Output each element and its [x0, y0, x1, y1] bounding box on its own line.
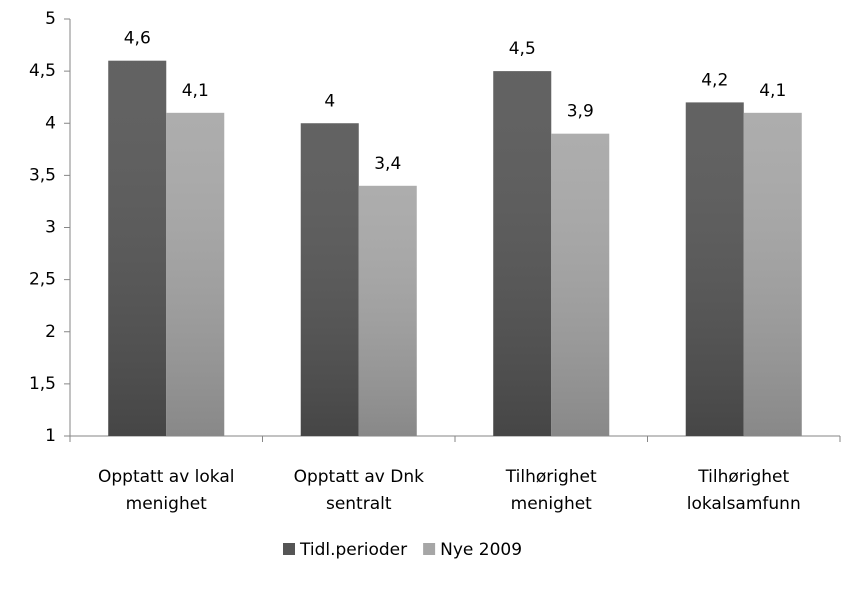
data-label: 4,6 — [124, 29, 151, 49]
y-tick-label: 2,5 — [29, 270, 56, 290]
x-tick-label: menighet — [126, 494, 208, 514]
y-tick-label: 4,5 — [29, 61, 56, 81]
bar-shade — [551, 133, 610, 437]
y-tick-label: 1 — [45, 426, 56, 446]
bar-shade — [108, 60, 167, 436]
bar-shade — [685, 102, 744, 437]
data-label: 4 — [324, 91, 335, 111]
bar-shade — [493, 71, 552, 436]
legend-swatch — [423, 543, 436, 555]
legend-label: Nye 2009 — [440, 540, 522, 560]
legend-swatch — [283, 543, 295, 555]
data-label: 4,1 — [759, 81, 786, 101]
bar-shade — [743, 112, 802, 436]
y-tick-label: 3,5 — [29, 165, 56, 185]
x-tick-label: sentralt — [326, 494, 392, 514]
x-tick-label: lokalsamfunn — [687, 494, 801, 514]
x-tick-label: menighet — [511, 494, 593, 514]
y-tick-label: 1,5 — [29, 374, 56, 394]
data-label: 4,5 — [509, 39, 536, 59]
x-tick-label: Tilhørighet — [697, 467, 789, 487]
y-tick-label: 5 — [45, 9, 56, 29]
y-tick-label: 2 — [45, 322, 56, 342]
x-tick-label: Tilhørighet — [505, 467, 597, 487]
data-label: 4,1 — [182, 81, 209, 101]
bar-shade — [166, 112, 225, 436]
x-tick-label: Opptatt av Dnk — [294, 467, 425, 487]
y-tick-label: 4 — [45, 113, 56, 133]
x-tick-label: Opptatt av lokal — [98, 467, 234, 487]
data-label: 4,2 — [701, 70, 728, 90]
bar-shade — [358, 185, 417, 436]
data-label: 3,9 — [567, 102, 594, 122]
y-tick-label: 3 — [45, 218, 56, 238]
data-label: 3,4 — [374, 154, 401, 174]
legend-label: Tidl.perioder — [299, 540, 407, 560]
bar-shade — [300, 123, 359, 436]
